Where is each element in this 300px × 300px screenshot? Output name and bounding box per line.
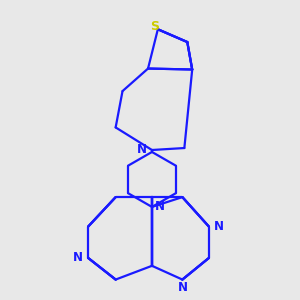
Text: N: N xyxy=(155,200,165,213)
Text: N: N xyxy=(214,220,224,233)
Text: N: N xyxy=(74,251,83,265)
Text: S: S xyxy=(150,20,159,33)
Text: N: N xyxy=(137,143,147,157)
Text: N: N xyxy=(177,281,188,294)
